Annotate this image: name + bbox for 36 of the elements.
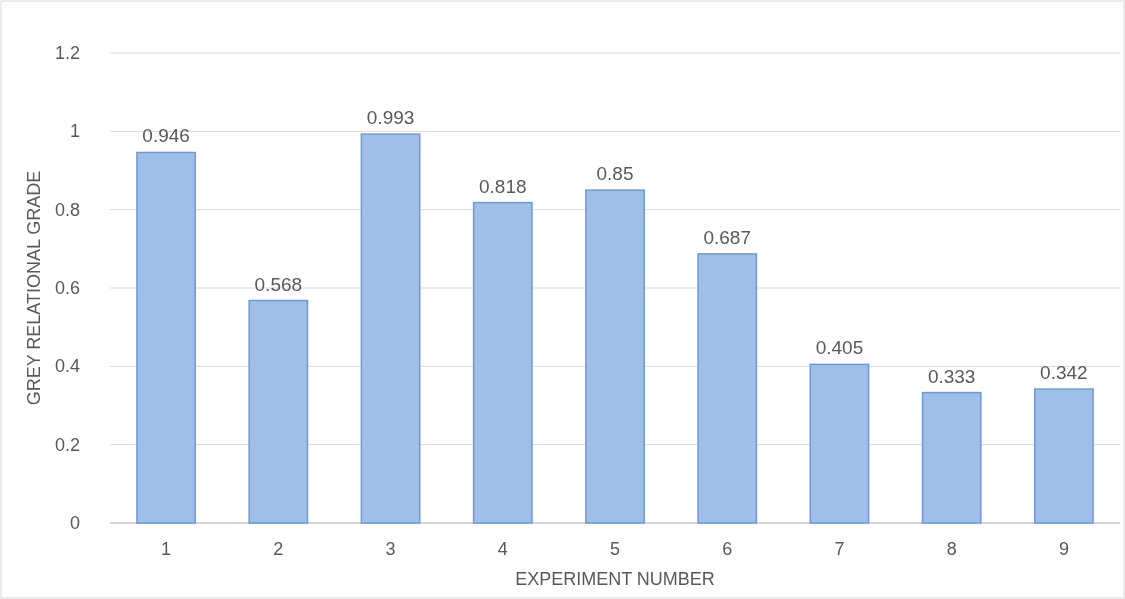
data-label: 0.333 — [927, 365, 976, 387]
data-label: 0.946 — [142, 125, 190, 147]
x-tick-label: 1 — [161, 539, 172, 559]
y-tick-label: 1.2 — [54, 43, 80, 63]
data-label: 0.993 — [366, 107, 415, 129]
x-tick-label: 3 — [385, 539, 396, 559]
bar — [809, 363, 870, 524]
y-axis-title: GREY RELATIONAL GRADE — [24, 170, 44, 406]
x-tick-label: 8 — [946, 539, 957, 559]
bar — [248, 299, 309, 524]
data-label: 0.342 — [1040, 362, 1088, 384]
x-tick-label: 4 — [497, 539, 508, 559]
y-tick-label: 0.8 — [54, 199, 80, 220]
y-tick-label: 0.4 — [54, 356, 80, 377]
bar — [585, 189, 645, 524]
bar — [472, 201, 533, 524]
bar — [136, 151, 197, 524]
y-tick-label: 1 — [69, 121, 80, 142]
data-label: 0.818 — [479, 175, 527, 197]
data-label: 0.568 — [254, 273, 303, 295]
x-tick-label: 2 — [273, 539, 284, 559]
y-tick-label: 0.6 — [54, 278, 80, 298]
bar — [921, 391, 982, 524]
data-label: 0.85 — [596, 163, 634, 185]
x-tick-label: 6 — [722, 539, 733, 559]
x-tick-label: 9 — [1058, 539, 1069, 559]
y-tick-label: 0 — [69, 513, 80, 533]
data-label: 0.687 — [703, 226, 751, 248]
bar — [1033, 388, 1094, 524]
x-tick-label: 7 — [834, 539, 845, 559]
x-tick-label: 5 — [609, 539, 621, 559]
y-tick-label: 0.2 — [54, 434, 80, 455]
data-label: 0.405 — [815, 337, 864, 359]
bar — [697, 253, 758, 524]
bar — [360, 133, 421, 524]
x-axis-title: EXPERIMENT NUMBER — [515, 569, 715, 589]
